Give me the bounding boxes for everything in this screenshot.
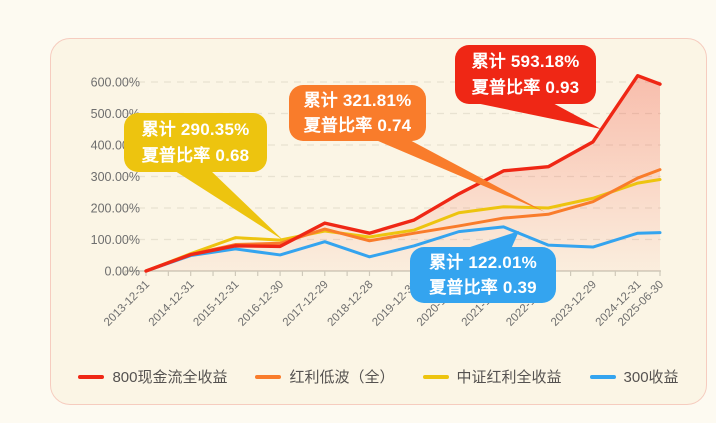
legend-label: 中证红利全收益 (456, 369, 562, 386)
callout-sharpe-value: 夏普比率 0.39 (429, 278, 537, 297)
series-line-800现金流全收益 (144, 73, 662, 273)
legend-item-300-return[interactable]: 300收益 (589, 366, 679, 387)
callout-tail-red (466, 101, 601, 129)
callout-hongli-diwo: 累计 321.81% 夏普比率 0.74 (289, 85, 426, 141)
callout-sharpe-value: 夏普比率 0.93 (471, 77, 580, 97)
x-axis-label: 2017-12-29 (281, 279, 331, 329)
callout-sharpe-value: 夏普比率 0.68 (141, 145, 250, 165)
x-axis-label: 2023-12-29 (549, 279, 599, 329)
callout-sharpe-value: 夏普比率 0.74 (303, 116, 412, 135)
callout-cumulative-value: 累计 321.81% (303, 90, 412, 110)
legend-item-zhongzheng-hongli[interactable]: 中证红利全收益 (422, 366, 562, 387)
legend-dash-icon (422, 374, 449, 379)
legend-item-hongli-diwo[interactable]: 红利低波（全） (255, 366, 395, 387)
series-area-800现金流全收益 (146, 75, 660, 271)
chart-legend: 800现金流全收益 红利低波（全） 中证红利全收益 300收益 (50, 366, 707, 387)
x-axis-label: 2015-12-31 (191, 279, 241, 329)
y-axis-label: 0.00% (105, 265, 140, 279)
callout-cumulative-value: 累计 593.18% (471, 52, 580, 71)
callout-cumulative-value: 累计 290.35% (141, 120, 250, 139)
callout-zhongzheng-hongli: 累计 290.35% 夏普比率 0.68 (124, 113, 267, 172)
y-axis-label: 300.00% (91, 170, 140, 184)
x-axis-label: 2014-12-31 (147, 279, 197, 329)
callout-tail-yellow (172, 169, 283, 240)
x-axis-label: 2018-12-28 (326, 279, 376, 329)
x-axis-label: 2013-12-31 (102, 279, 152, 329)
y-axis-label: 200.00% (91, 202, 140, 216)
legend-dash-icon (78, 374, 105, 379)
callout-tail-blue (464, 231, 519, 249)
legend-item-800-cashflow[interactable]: 800现金流全收益 (78, 366, 227, 387)
legend-dash-icon (255, 374, 282, 379)
series-line-中证红利全收益 (144, 178, 662, 273)
callout-cumulative-value: 累计 122.01% (429, 252, 537, 272)
legend-label: 红利低波（全） (289, 369, 395, 386)
callout-300-return: 累计 122.01% 夏普比率 0.39 (410, 247, 556, 303)
legend-dash-icon (589, 374, 616, 379)
series-line-300收益 (144, 225, 662, 273)
legend-label: 300收益 (623, 369, 679, 386)
callout-tail-orange (371, 138, 545, 212)
y-axis-label: 600.00% (91, 76, 140, 90)
callout-800-cashflow: 累计 593.18% 夏普比率 0.93 (455, 45, 596, 104)
y-axis-label: 100.00% (91, 233, 140, 247)
x-axis-label: 2016-12-30 (236, 279, 286, 329)
legend-label: 800现金流全收益 (112, 369, 228, 386)
